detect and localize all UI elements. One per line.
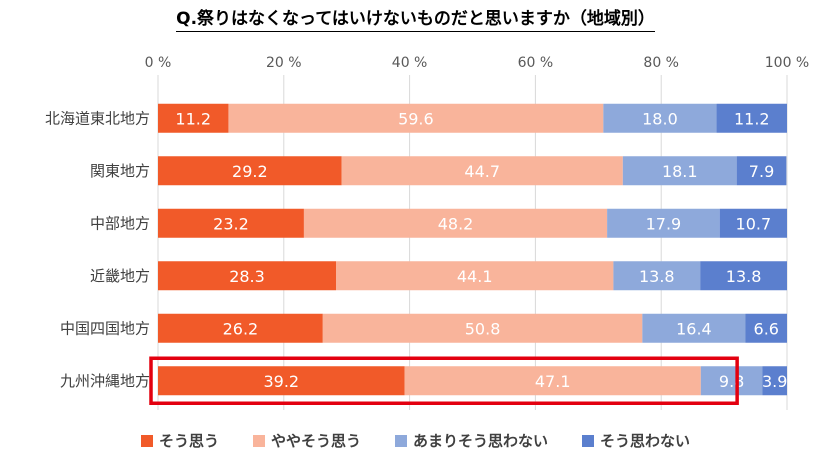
data-label: 50.8: [465, 319, 501, 338]
chart-title-text: Q.祭りはなくなってはいけないものだと思いますか（地域別）: [176, 9, 655, 32]
legend-label: あまりそう思わない: [413, 432, 549, 450]
data-label: 6.6: [754, 319, 779, 338]
data-label: 10.7: [736, 214, 772, 233]
data-label: 59.6: [398, 109, 434, 128]
data-label: 44.1: [457, 267, 493, 286]
bar-segment: [158, 103, 229, 133]
bar-segment: [762, 366, 787, 396]
data-label: 13.8: [639, 267, 675, 286]
bar-segment: [745, 313, 787, 343]
data-label: 7.9: [749, 162, 774, 181]
bar-segment: [158, 366, 405, 396]
data-label: 11.2: [175, 109, 211, 128]
legend-item-disagree: そう思わない: [582, 430, 690, 451]
category-label: 北海道東北地方: [45, 109, 150, 127]
highlight-box: [149, 356, 739, 405]
data-label: 39.2: [263, 372, 299, 391]
bar-segment: [613, 261, 701, 291]
bar-segment: [336, 261, 614, 291]
category-label: 九州沖縄地方: [60, 372, 150, 390]
x-tick-label: 20 %: [266, 55, 302, 71]
category-label: 近畿地方: [90, 267, 150, 285]
data-label: 3.9: [762, 372, 787, 391]
data-label: 18.1: [662, 162, 698, 181]
data-label: 11.2: [734, 109, 770, 128]
legend: そう思う ややそう思う あまりそう思わない そう思わない: [0, 430, 831, 451]
legend-label: そう思う: [158, 432, 219, 450]
data-label: 23.2: [213, 214, 249, 233]
x-tick-label: 0 %: [145, 55, 172, 71]
bar-segment: [228, 103, 604, 133]
bar-segment: [158, 313, 323, 343]
data-label: 48.2: [438, 214, 474, 233]
data-label: 9.8: [719, 372, 744, 391]
category-label: 関東地方: [90, 162, 150, 180]
x-tick-label: 60 %: [518, 55, 554, 71]
bar-segment: [158, 208, 304, 238]
legend-label: そう思わない: [600, 432, 691, 450]
data-label: 16.4: [676, 319, 712, 338]
legend-swatch: [582, 434, 595, 447]
bar-segment: [404, 366, 701, 396]
category-label: 中部地方: [90, 214, 150, 232]
bar-segment: [719, 208, 787, 238]
legend-item-somewhat-disagree: あまりそう思わない: [395, 430, 548, 451]
data-label: 28.3: [229, 267, 265, 286]
data-label: 18.0: [642, 109, 678, 128]
legend-label: ややそう思う: [270, 432, 361, 450]
bar-segment: [158, 261, 337, 291]
bar-segment: [700, 366, 763, 396]
data-label: 17.9: [646, 214, 682, 233]
category-label: 中国四国地方: [60, 319, 150, 337]
legend-item-strongly-agree: そう思う: [140, 430, 219, 451]
data-label: 26.2: [223, 319, 259, 338]
x-tick-label: 40 %: [392, 55, 428, 71]
x-tick-label: 80 %: [643, 55, 679, 71]
bar-segment: [622, 156, 737, 186]
bar-segment: [716, 103, 787, 133]
bar-segment: [158, 156, 342, 186]
legend-swatch: [140, 434, 153, 447]
x-tick-label: 100 %: [765, 55, 809, 71]
data-label: 13.8: [726, 267, 762, 286]
legend-swatch: [395, 434, 407, 447]
bar-segment: [341, 156, 623, 186]
bar-segment: [607, 208, 720, 238]
data-label: 47.1: [535, 372, 571, 391]
bar-segment: [736, 156, 787, 186]
bar-segment: [303, 208, 608, 238]
bar-segment: [642, 313, 746, 343]
data-label: 44.7: [464, 162, 500, 181]
bar-segment: [322, 313, 643, 343]
chart-title: Q.祭りはなくなってはいけないものだと思いますか（地域別）: [0, 4, 831, 32]
bar-segment: [700, 261, 787, 291]
legend-item-somewhat-agree: ややそう思う: [252, 430, 361, 451]
data-label: 29.2: [232, 162, 268, 181]
bar-segment: [603, 103, 717, 133]
legend-swatch: [252, 434, 265, 447]
